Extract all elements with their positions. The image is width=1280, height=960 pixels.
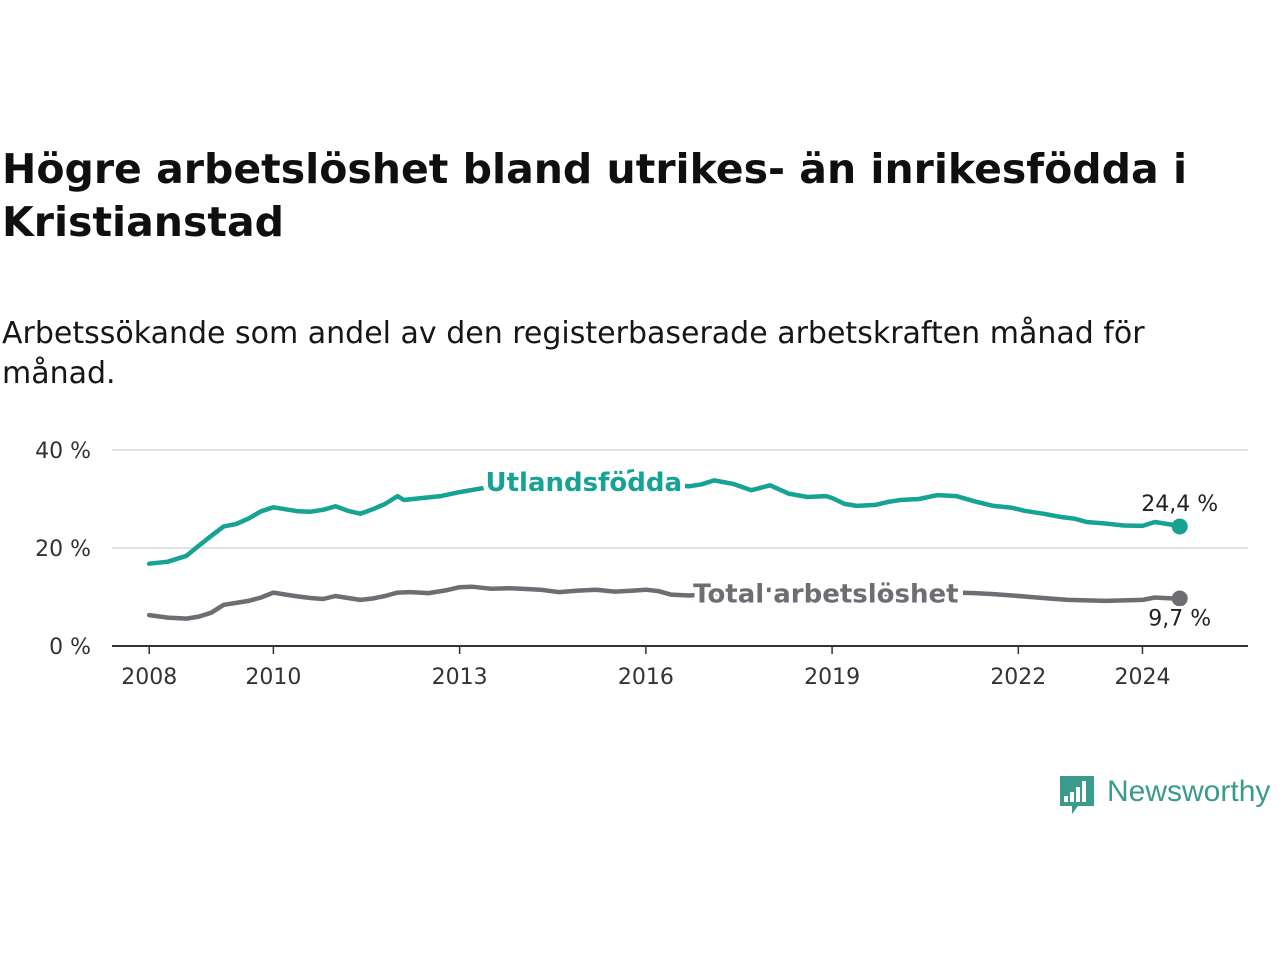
axis-layer: 0 % 20 % 40 % 2008 2010 2013 2016 2019 2022 2024 [35, 439, 1248, 690]
chart-title: Högre arbetslöshet bland utrikes- än inr… [2, 145, 1187, 246]
series-line-1 [146, 584, 1182, 621]
y-tick-label: 40 % [35, 439, 91, 464]
chart-subtitle: Arbetssökande som andel av den registerb… [2, 316, 1145, 391]
x-tick-label: 2008 [121, 665, 177, 690]
y-tick-label: 20 % [35, 537, 91, 562]
line-layer [146, 468, 1188, 621]
newsworthy-logo-icon [1060, 776, 1094, 814]
x-tick-label: 2024 [1114, 665, 1170, 690]
x-tick-label: 2013 [432, 665, 488, 690]
series-line-0 [146, 468, 1182, 566]
series-label-0: Utlandsfödda [486, 468, 683, 498]
series-end-point-0 [1171, 518, 1188, 535]
series-end-label-0: 24,4 % [1141, 492, 1218, 517]
y-tick-label: 0 % [49, 635, 91, 660]
brand-name: Newsworthy [1107, 775, 1271, 808]
x-tick-label: 2010 [245, 665, 301, 690]
x-tick-label: 2019 [804, 665, 860, 690]
x-tick-label: 2016 [618, 665, 674, 690]
series-end-point-1 [1171, 590, 1188, 607]
label-layer: Utlandsfödda 24,4 % Total arbetslöshet 9,7 … [481, 463, 1222, 635]
series-label-1: Total arbetslöshet [693, 580, 958, 610]
series-end-label-1: 9,7 % [1148, 606, 1211, 631]
grid-layer [112, 449, 1248, 549]
x-tick-label: 2022 [990, 665, 1046, 690]
line-chart: Utlandsfödda 24,4 % Total arbetslöshet 9,7 … [35, 439, 1248, 690]
